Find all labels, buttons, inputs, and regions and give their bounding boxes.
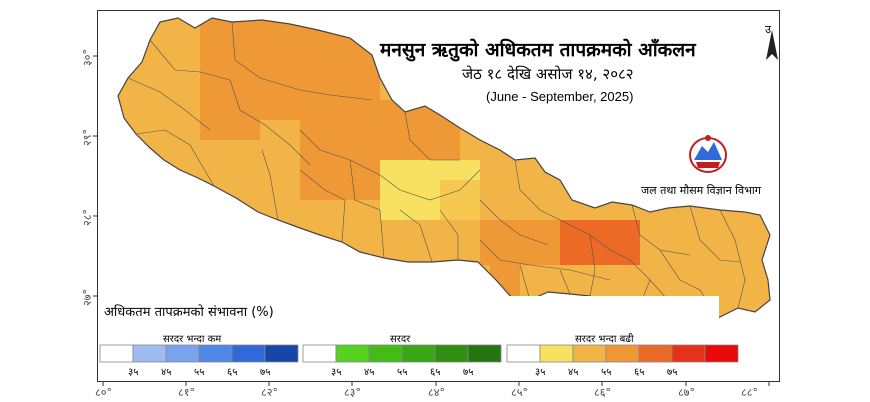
legend-tick: ४५ xyxy=(568,367,579,378)
legend-tick: ७५ xyxy=(260,367,271,378)
nepal-border xyxy=(117,17,771,337)
map-frame xyxy=(97,10,780,382)
legend-tick: ३५ xyxy=(535,367,546,378)
legend-swatches xyxy=(99,344,739,363)
legend-swatch xyxy=(572,344,607,363)
legend-swatch xyxy=(231,344,266,363)
legend-swatch xyxy=(539,344,574,363)
district-boundaries xyxy=(127,21,746,319)
zone-west-mid xyxy=(200,120,260,140)
longitude-label: ८७° xyxy=(678,386,695,399)
zone-gandaki-yellow2 xyxy=(440,180,480,220)
legend-swatch xyxy=(638,344,673,363)
legend-swatch xyxy=(434,344,469,363)
legend-group-normal-label: सरदर xyxy=(390,334,411,345)
north-arrow-icon xyxy=(766,30,778,60)
legend-box xyxy=(99,296,719,380)
legend-group-below-label: सरदर भन्दा कम xyxy=(163,334,222,345)
longitude-label: ८३° xyxy=(344,386,361,399)
latitude-label: २८° xyxy=(81,209,94,226)
legend-swatch xyxy=(165,344,200,363)
longitude-label: ८८° xyxy=(741,386,758,399)
legend-tick: ५५ xyxy=(397,367,408,378)
legend-title: अधिकतम तापक्रमको संभावना (%) xyxy=(104,305,274,320)
longitude-label: ८५° xyxy=(511,386,528,399)
legend-tick: ७५ xyxy=(463,367,474,378)
map-title: मनसुन ऋतुको अधिकतम तापक्रमको आँकलन xyxy=(380,39,696,61)
legend-swatch xyxy=(704,344,739,363)
legend-swatch xyxy=(368,344,403,363)
legend-tick: ७५ xyxy=(667,367,678,378)
legend-swatch xyxy=(99,344,134,363)
legend-tick: ५५ xyxy=(601,367,612,378)
latitude-label: ३०° xyxy=(81,49,94,66)
legend-tick: ६५ xyxy=(634,367,645,378)
legend-tick: ४५ xyxy=(364,367,375,378)
department-name: जल तथा मौसम विज्ञान विभाग xyxy=(641,184,761,197)
legend-swatch xyxy=(132,344,167,363)
legend-swatch xyxy=(335,344,370,363)
map-subtitle: जेठ १८ देखि असोज १४, २०८२ xyxy=(462,65,634,83)
longitude-label: ८१° xyxy=(178,386,195,399)
legend-tick: ४५ xyxy=(161,367,172,378)
longitude-label: ८०° xyxy=(95,386,112,399)
legend-group-above-label: सरदर भन्दा बढी xyxy=(575,334,634,345)
north-label: उ xyxy=(765,23,772,36)
legend-tick: ६५ xyxy=(430,367,441,378)
legend-swatch xyxy=(467,344,502,363)
latitude-label: २९° xyxy=(81,129,94,146)
legend-swatch xyxy=(302,344,337,363)
map-subtitle-english: (June - September, 2025) xyxy=(486,89,634,104)
legend-swatch xyxy=(401,344,436,363)
longitude-label: ८६° xyxy=(594,386,611,399)
latitude-label: २७° xyxy=(81,289,94,306)
longitude-label: ८४° xyxy=(428,386,445,399)
legend-tick: ३५ xyxy=(128,367,139,378)
legend-swatch xyxy=(264,344,299,363)
legend-swatch xyxy=(605,344,640,363)
legend-swatch xyxy=(506,344,541,363)
legend-tick: ५५ xyxy=(194,367,205,378)
emblem-icon xyxy=(689,135,727,173)
longitude-label: ८२° xyxy=(261,386,278,399)
legend-swatch xyxy=(671,344,706,363)
legend-tick: ६५ xyxy=(227,367,238,378)
graticule xyxy=(93,55,770,386)
legend-swatch xyxy=(198,344,233,363)
legend-tick: ३५ xyxy=(331,367,342,378)
